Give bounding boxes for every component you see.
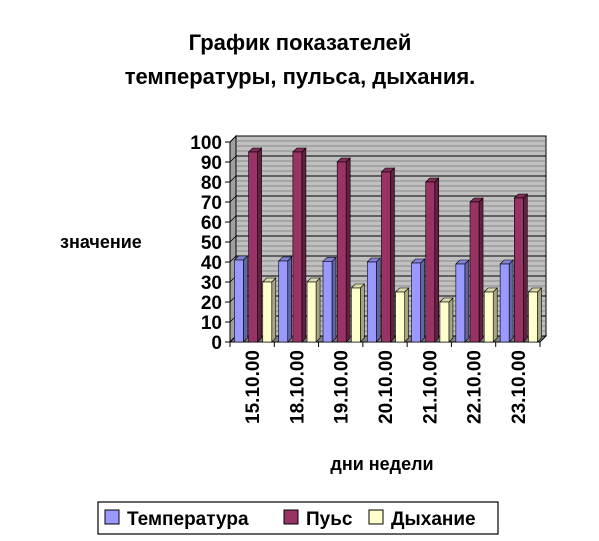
bar [277,256,293,343]
bar [527,287,543,343]
y-tick-label: 70 [201,193,222,214]
bar [499,259,514,343]
bar [425,177,440,343]
y-tick-label: 30 [201,273,222,294]
legend: Температура Пуьс Дыхание [97,501,499,535]
legend-swatch [368,509,384,525]
gridline-side [229,135,237,143]
bar [306,277,321,343]
legend-label: Дыхание [391,509,476,530]
chart-title-line-2: температуры, пульса, дыхания. [125,64,476,89]
y-tick-label: 40 [201,253,222,274]
legend-swatch [104,509,120,525]
legend-item: Температура [104,509,249,530]
legend-item: Пуьс [283,509,353,530]
x-axis-label: дни недели [330,454,433,474]
bar [469,197,484,343]
bar [513,193,529,343]
gridline-side [229,155,237,163]
x-tick-label: 19.10.00 [332,350,353,424]
y-tick-label: 100 [190,133,222,154]
bar [247,147,263,343]
bar [322,256,337,343]
x-tick-label: 22.10.00 [465,350,486,424]
bar [483,287,498,343]
bar [366,257,382,343]
chart-title: График показателей температуры, пульса, … [125,30,476,89]
y-tick-label: 20 [201,293,222,314]
y-tick-label: 90 [201,153,222,174]
x-tick-label: 21.10.00 [420,350,441,424]
y-tick-label: 0 [211,333,222,354]
bar [455,259,470,343]
gridline-side [229,195,237,203]
y-tick-label: 60 [201,213,222,234]
gridline-side [229,235,237,243]
chart-title-line-1: График показателей [189,30,412,55]
bar [262,277,277,343]
bar [410,258,426,343]
y-axis-label: значение [60,232,142,252]
gridline-side [229,255,237,263]
x-tick-label: 15.10.00 [243,350,264,424]
bar [336,157,351,343]
bar [380,167,396,343]
legend-label: Пуьс [306,509,353,530]
y-tick-label: 50 [201,233,222,254]
y-tick-label: 80 [201,173,222,194]
legend-swatch [283,509,299,525]
bar [233,255,249,343]
x-tick-label: 18.10.00 [287,350,308,424]
bar [439,297,454,343]
bar [394,287,410,343]
x-axis-ticks: 15.10.00 18.10.00 19.10.00 20.10.00 21.10.00… [229,342,541,424]
gridline-side [229,215,237,223]
bar [292,147,307,343]
x-tick-label: 20.10.00 [376,350,397,424]
y-tick-label: 10 [201,313,222,334]
bar [350,283,366,343]
legend-label: Температура [127,509,249,530]
bars [233,147,543,343]
x-tick-label: 23.10.00 [509,350,530,424]
legend-item: Дыхание [368,509,476,530]
gridline-side [229,175,237,183]
